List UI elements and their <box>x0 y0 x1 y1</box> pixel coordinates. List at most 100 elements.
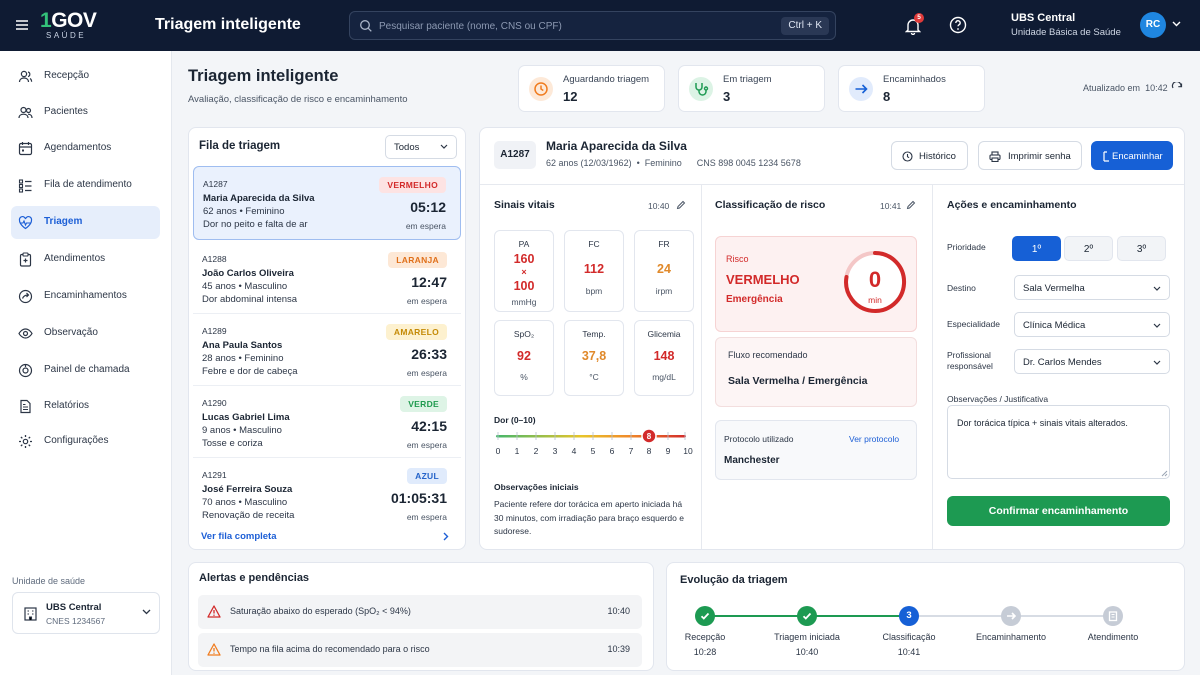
sidebar-item-label: Encaminhamentos <box>44 290 127 301</box>
alert-item[interactable]: Tempo na fila acima do recomendado para … <box>198 633 642 667</box>
pain-tick: 2 <box>533 446 539 456</box>
professional-select[interactable]: Dr. Carlos Mendes <box>1014 349 1170 374</box>
queue-item-name: João Carlos Oliveira <box>202 268 294 279</box>
sidebar-item-observacao[interactable]: Observação <box>11 317 160 350</box>
queue-item-wait-time: 05:12 <box>410 199 446 215</box>
unit-switcher[interactable]: UBS Central Unidade Básica de Saúde <box>1011 12 1121 38</box>
queue-item[interactable]: A1291 José Ferreira Souza 70 anos • Masc… <box>193 458 461 530</box>
queue-item[interactable]: A1289 Ana Paula Santos 28 anos • Feminin… <box>193 314 461 386</box>
timeline-step-label: Atendimento <box>1087 632 1139 642</box>
divider <box>932 185 933 549</box>
unit-name: UBS Central <box>1011 12 1076 24</box>
search-box[interactable]: Ctrl + K <box>349 11 836 40</box>
unit-code: CNES 1234567 <box>46 616 106 626</box>
sidebar-item-label: Observação <box>44 327 98 338</box>
search-input[interactable] <box>379 17 759 35</box>
specialty-select[interactable]: Clínica Médica <box>1014 312 1170 337</box>
history-icon <box>902 151 913 162</box>
professional-label-line1: Profissional <box>947 350 991 360</box>
risk-classification-card: Risco VERMELHO Emergência 0 min <box>715 236 917 332</box>
alert-item[interactable]: Saturação abaixo do esperado (SpO₂ < 94%… <box>198 595 642 629</box>
stat-card-in-triage[interactable]: Em triagem 3 <box>678 65 825 112</box>
sidebar-item-label: Fila de atendimento <box>44 179 132 190</box>
patient-name: Maria Aparecida da Silva <box>546 139 687 153</box>
refer-button[interactable]: Encaminhar <box>1091 141 1173 170</box>
risk-label: Risco <box>726 254 749 264</box>
sidebar-item-triagem[interactable]: Triagem <box>11 206 160 239</box>
app-title: Triagem inteligente <box>155 16 301 33</box>
queue-item-wait-time: 26:33 <box>411 346 447 362</box>
sidebar-item-label: Pacientes <box>44 106 88 117</box>
pain-tick: 4 <box>571 446 577 456</box>
queue-item-id: A1291 <box>202 470 227 480</box>
pain-tick: 10 <box>683 446 693 456</box>
priority-option-2[interactable]: 2º <box>1064 236 1113 261</box>
pain-scale-slider[interactable]: 8 <box>494 428 688 444</box>
timeline-step-label: Classificação <box>882 632 936 642</box>
stat-card-referred[interactable]: Encaminhados 8 <box>838 65 985 112</box>
timeline-connector <box>1020 615 1104 617</box>
view-protocol-link[interactable]: Ver protocolo <box>849 434 900 444</box>
queue-item-wait-label: em espera <box>406 368 447 378</box>
timeline-step-time: 10:41 <box>897 647 921 657</box>
notification-badge: 5 <box>914 13 924 23</box>
chevron-down-icon[interactable] <box>1172 21 1181 27</box>
see-full-queue-link[interactable]: Ver fila completa <box>201 531 277 542</box>
sidebar-item-configuracoes[interactable]: Configurações <box>11 425 160 458</box>
sidebar-item-recepcao[interactable]: Recepção <box>11 60 160 93</box>
stat-card-waiting[interactable]: Aguardando triagem 12 <box>518 65 665 112</box>
sidebar-item-atendimentos[interactable]: Atendimentos <box>11 243 160 276</box>
logo[interactable]: 1GOV SAÚDE <box>40 10 98 41</box>
edit-icon[interactable] <box>906 200 916 210</box>
queue-item-name: Maria Aparecida da Silva <box>203 193 315 204</box>
stat-label: Encaminhados <box>883 74 946 85</box>
sidebar-item-painel[interactable]: Painel de chamada <box>11 354 160 387</box>
queue-item-wait-label: em espera <box>405 221 446 231</box>
risk-badge: AMARELO <box>385 324 447 340</box>
sidebar: Recepção Pacientes Agendamentos Fila de … <box>0 51 172 675</box>
queue-item[interactable]: A1290 Lucas Gabriel Lima 9 anos • Mascul… <box>193 386 461 458</box>
professional-label-line2: responsável <box>947 361 993 371</box>
history-button[interactable]: Histórico <box>891 141 968 170</box>
professional-label: Profissional responsável <box>947 350 993 372</box>
risk-time: 10:41 <box>880 201 902 211</box>
refresh-icon[interactable] <box>1171 82 1183 94</box>
help-icon[interactable] <box>949 16 967 34</box>
resize-handle-icon[interactable] <box>1161 470 1168 477</box>
sidebar-item-agendamentos[interactable]: Agendamentos <box>11 132 160 165</box>
shortcut-hint: Ctrl + K <box>781 17 829 35</box>
building-icon <box>1108 611 1118 622</box>
queue-item-id: A1288 <box>202 254 227 264</box>
vital-card-glicemia: Glicemia 148 mg/dL <box>634 320 694 396</box>
chevron-right-icon[interactable] <box>443 532 449 541</box>
vital-value: 148 <box>653 349 675 363</box>
vitals-time: 10:40 <box>648 201 670 211</box>
unit-selector[interactable]: UBS Central CNES 1234567 <box>12 592 160 634</box>
actions-title: Ações e encaminhamento <box>947 199 1077 211</box>
priority-option-3[interactable]: 3º <box>1117 236 1166 261</box>
timeline-step-done <box>797 606 817 626</box>
queue-item-wait-time: 01:05:31 <box>390 490 447 506</box>
arrow-right-icon <box>1007 612 1017 620</box>
vital-unit: °C <box>589 372 599 382</box>
sidebar-item-fila[interactable]: Fila de atendimento <box>11 169 160 202</box>
avatar[interactable]: RC <box>1140 12 1166 38</box>
risk-badge: VERDE <box>400 396 447 412</box>
risk-level: VERMELHO <box>726 272 800 287</box>
menu-icon[interactable] <box>14 17 30 33</box>
sidebar-item-relatorios[interactable]: Relatórios <box>11 390 160 423</box>
sidebar-item-pacientes[interactable]: Pacientes <box>11 96 160 129</box>
queue-title: Fila de triagem <box>199 140 281 152</box>
edit-icon[interactable] <box>676 200 686 210</box>
queue-item[interactable]: A1287 Maria Aparecida da Silva 62 anos •… <box>193 166 461 240</box>
queue-item-name: Lucas Gabriel Lima <box>202 412 290 423</box>
divider <box>701 185 702 549</box>
destination-select[interactable]: Sala Vermelha <box>1014 275 1170 300</box>
confirm-referral-button[interactable]: Confirmar encaminhamento <box>947 496 1170 526</box>
print-ticket-button[interactable]: Imprimir senha <box>978 141 1082 170</box>
notes-textarea[interactable]: Dor torácica típica + sinais vitais alte… <box>947 405 1170 479</box>
queue-filter-select[interactable]: Todos <box>385 135 457 159</box>
sidebar-item-encaminhamentos[interactable]: Encaminhamentos <box>11 280 160 313</box>
priority-option-1[interactable]: 1º <box>1012 236 1061 261</box>
queue-item[interactable]: A1288 João Carlos Oliveira 45 anos • Mas… <box>193 242 461 314</box>
